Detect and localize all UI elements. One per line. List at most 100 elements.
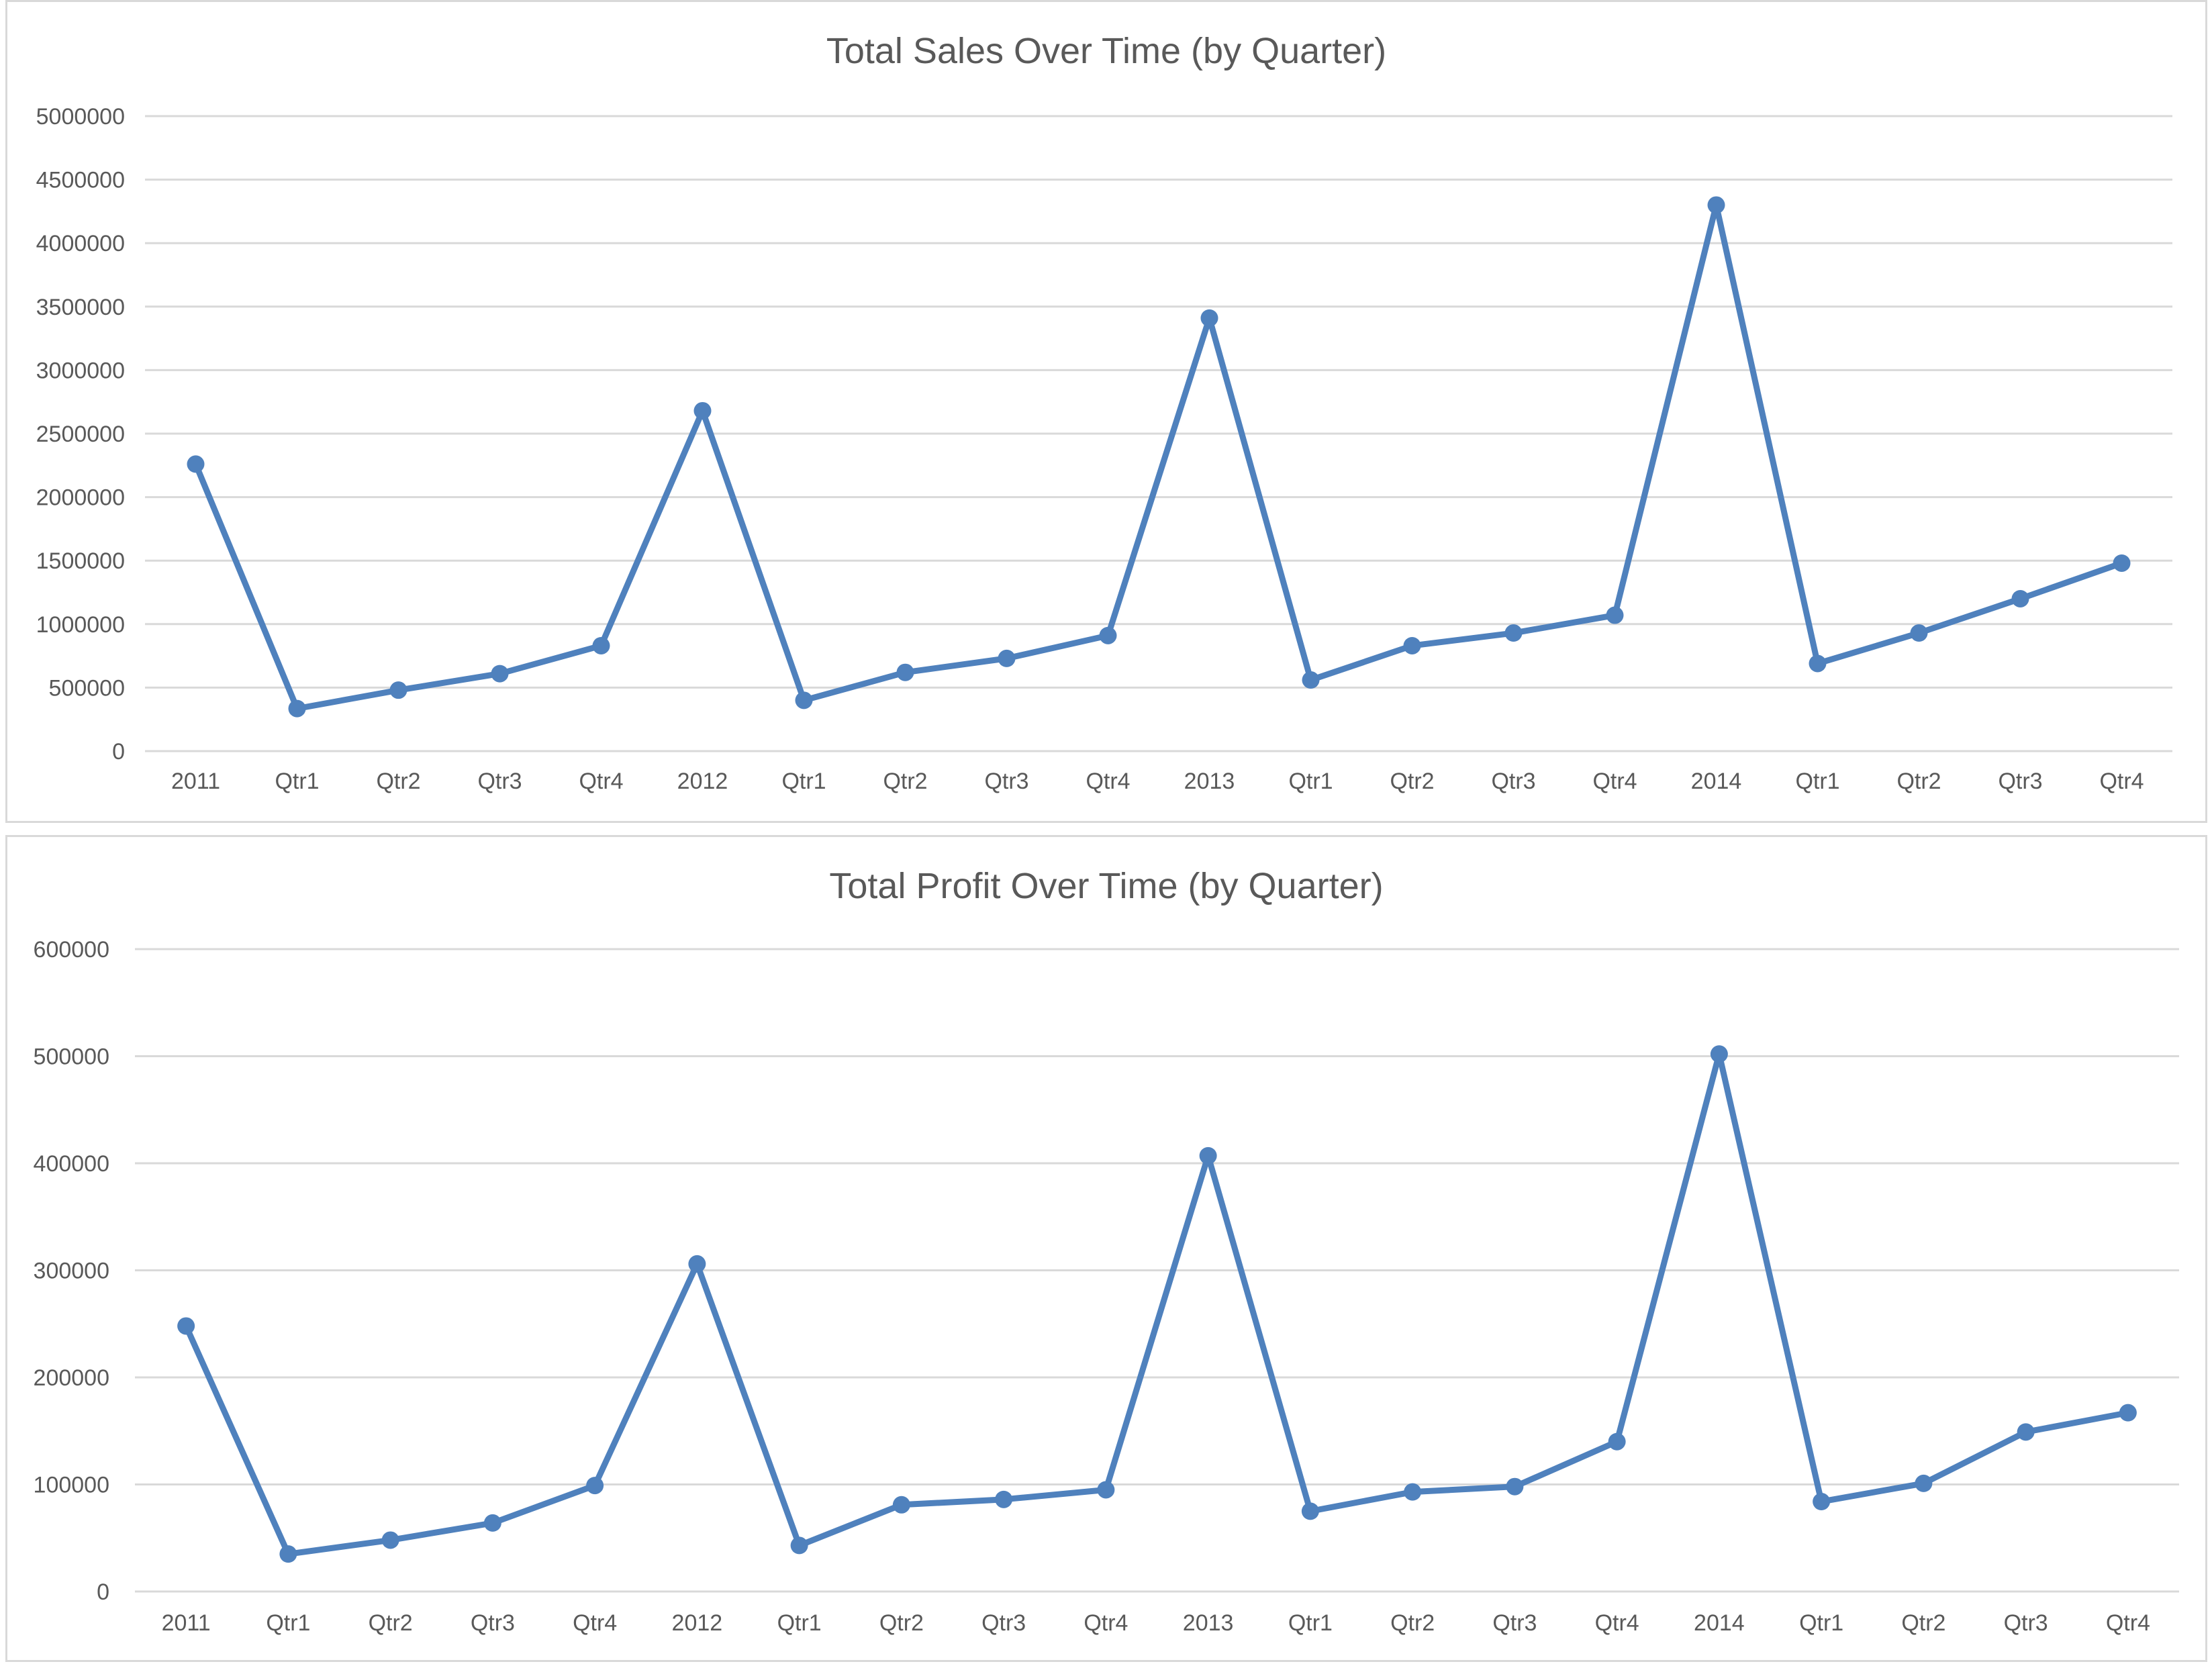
sales-chart-panel: Total Sales Over Time (by Quarter) 0 5000… bbox=[5, 0, 2207, 823]
x-tick-label: Qtr3 bbox=[1998, 769, 2042, 794]
data-point bbox=[1099, 626, 1117, 644]
series-line bbox=[193, 201, 2125, 712]
data-point bbox=[688, 1255, 706, 1273]
data-point bbox=[1809, 654, 1827, 673]
data-point bbox=[1199, 1146, 1217, 1165]
data-point bbox=[187, 455, 205, 473]
data-point bbox=[1710, 1045, 1728, 1063]
x-tick-label: Qtr1 bbox=[1799, 1610, 1843, 1636]
data-point bbox=[483, 1514, 501, 1532]
y-tick-label: 0 bbox=[97, 1579, 109, 1605]
x-tick-label: Qtr2 bbox=[376, 769, 420, 794]
x-tick-label: Qtr2 bbox=[1390, 1610, 1435, 1636]
x-tick-label: Qtr2 bbox=[1901, 1610, 1945, 1636]
data-point bbox=[1506, 1477, 1524, 1496]
x-tick-label: Qtr3 bbox=[2004, 1610, 2048, 1636]
x-tick-label: Qtr2 bbox=[1896, 769, 1941, 794]
data-point bbox=[177, 1317, 195, 1335]
data-point bbox=[896, 663, 914, 681]
x-tick-label: Qtr1 bbox=[1288, 769, 1333, 794]
y-tick-label: 200000 bbox=[34, 1365, 109, 1391]
data-point bbox=[1302, 671, 1320, 689]
data-point bbox=[1301, 1502, 1319, 1520]
data-point bbox=[1200, 309, 1218, 327]
data-point bbox=[1404, 1483, 1422, 1501]
x-tick-label: Qtr2 bbox=[879, 1610, 924, 1636]
x-tick-label: Qtr4 bbox=[579, 769, 623, 794]
y-tick-label: 2000000 bbox=[36, 485, 125, 511]
x-tick-label: Qtr1 bbox=[1795, 769, 1839, 794]
x-tick-label: Qtr1 bbox=[266, 1610, 310, 1636]
data-point bbox=[288, 699, 306, 718]
x-tick-label: Qtr2 bbox=[1390, 769, 1434, 794]
data-point bbox=[693, 401, 712, 420]
data-point bbox=[381, 1531, 399, 1549]
data-point bbox=[491, 665, 509, 683]
series-line bbox=[183, 1050, 2131, 1557]
x-tick-label: Qtr1 bbox=[781, 769, 826, 794]
y-tick-label: 0 bbox=[112, 739, 125, 765]
x-tick-label: 2014 bbox=[1691, 769, 1742, 794]
y-tick-label: 500000 bbox=[49, 675, 125, 701]
y-tick-label: 5000000 bbox=[36, 104, 125, 130]
data-point bbox=[2119, 1404, 2137, 1422]
data-point bbox=[995, 1490, 1013, 1508]
y-tick-label: 4000000 bbox=[36, 231, 125, 256]
y-tick-label: 1000000 bbox=[36, 612, 125, 638]
data-point bbox=[2113, 554, 2131, 572]
y-tick-label: 100000 bbox=[34, 1473, 109, 1498]
x-tick-label: Qtr1 bbox=[777, 1610, 822, 1636]
data-point bbox=[586, 1477, 604, 1495]
x-tick-label: 2011 bbox=[171, 769, 220, 794]
data-point bbox=[1403, 636, 1421, 654]
data-point bbox=[2017, 1423, 2035, 1441]
data-point bbox=[998, 649, 1016, 667]
x-tick-label: Qtr3 bbox=[981, 1610, 1026, 1636]
x-tick-label: Qtr1 bbox=[275, 769, 319, 794]
x-tick-label: 2013 bbox=[1183, 1610, 1234, 1636]
x-tick-label: 2014 bbox=[1694, 1610, 1745, 1636]
x-tick-label: 2012 bbox=[672, 1610, 723, 1636]
data-point bbox=[2011, 589, 2029, 607]
data-point bbox=[389, 681, 407, 699]
data-point bbox=[1606, 606, 1624, 624]
data-point bbox=[1097, 1481, 1115, 1499]
x-tick-label: Qtr4 bbox=[2106, 1610, 2150, 1636]
data-point bbox=[892, 1496, 910, 1514]
y-tick-label: 1500000 bbox=[36, 548, 125, 574]
data-point bbox=[795, 691, 813, 709]
x-tick-label: Qtr4 bbox=[1084, 1610, 1128, 1636]
data-point bbox=[1608, 1432, 1626, 1451]
y-tick-label: 4500000 bbox=[36, 168, 125, 193]
y-tick-label: 3000000 bbox=[36, 358, 125, 383]
data-point bbox=[1915, 1474, 1933, 1492]
profit-line-chart: 0 100000 200000 300000 400000 500000 600000 201… bbox=[34, 937, 2179, 1636]
sales-line-chart: 0 500000 1000000 1500000 2000000 2500000 30000… bbox=[36, 104, 2172, 794]
data-point bbox=[279, 1545, 297, 1563]
x-tick-label: Qtr4 bbox=[2099, 769, 2144, 794]
y-tick-label: 400000 bbox=[34, 1151, 109, 1177]
x-tick-label: Qtr2 bbox=[883, 769, 927, 794]
x-tick-label: Qtr4 bbox=[1086, 769, 1130, 794]
data-point bbox=[1910, 624, 1928, 642]
data-point bbox=[1504, 624, 1523, 642]
x-tick-label: Qtr3 bbox=[984, 769, 1028, 794]
chart-title: Total Profit Over Time (by Quarter) bbox=[829, 866, 1384, 906]
profit-chart-panel: Total Profit Over Time (by Quarter) 0 100… bbox=[5, 835, 2207, 1662]
y-tick-label: 3500000 bbox=[36, 295, 125, 320]
x-tick-label: Qtr3 bbox=[1491, 769, 1535, 794]
y-tick-label: 500000 bbox=[34, 1044, 109, 1070]
x-tick-label: 2012 bbox=[677, 769, 728, 794]
y-tick-label: 300000 bbox=[34, 1259, 109, 1284]
x-tick-label: 2013 bbox=[1184, 769, 1235, 794]
x-tick-label: 2011 bbox=[162, 1610, 211, 1636]
x-tick-label: Qtr3 bbox=[471, 1610, 515, 1636]
x-tick-label: Qtr4 bbox=[573, 1610, 617, 1636]
chart-title: Total Sales Over Time (by Quarter) bbox=[826, 31, 1387, 71]
x-tick-label: Qtr3 bbox=[1492, 1610, 1537, 1636]
data-point bbox=[790, 1536, 808, 1555]
data-point bbox=[1813, 1493, 1831, 1511]
y-tick-label: 600000 bbox=[34, 937, 109, 963]
data-point bbox=[1707, 196, 1725, 214]
x-tick-label: Qtr4 bbox=[1592, 769, 1637, 794]
